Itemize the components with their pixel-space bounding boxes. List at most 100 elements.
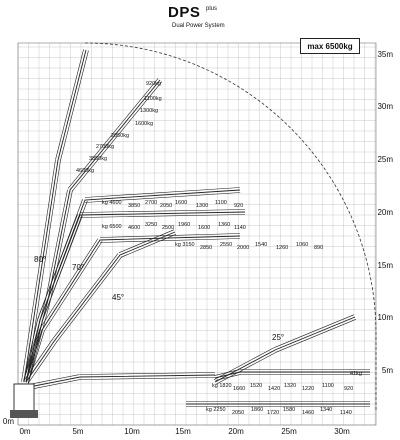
boom-edge <box>37 214 78 320</box>
load-label: 1300 <box>196 203 208 209</box>
load-label: 1420 <box>268 386 280 392</box>
load-label: 1600 <box>198 225 210 231</box>
boom-edge <box>71 81 163 192</box>
max-load-box: max 6500kg <box>300 38 360 54</box>
boom-edge <box>84 187 240 198</box>
load-label: 2050 <box>160 203 172 209</box>
boom-line <box>25 235 241 383</box>
load-label: 2700kg <box>96 144 114 150</box>
x-tick-label: 10m <box>124 427 140 436</box>
angle-label: 25° <box>272 333 284 342</box>
boom-edge <box>213 347 274 381</box>
y-tick-label: 10m <box>377 313 393 322</box>
boom-line <box>23 49 87 383</box>
y-tick-label: 25m <box>377 155 393 164</box>
boom-edge <box>60 50 89 161</box>
boom-edge <box>120 234 177 258</box>
reach-envelope <box>84 42 377 410</box>
load-label: 1520 <box>250 383 262 389</box>
load-label: 3850kg <box>89 156 107 162</box>
boom-edge <box>43 241 103 332</box>
boom-edge <box>27 341 58 384</box>
x-tick-label: 0m <box>19 427 30 436</box>
boom-edge <box>26 160 61 383</box>
load-label: 1860 <box>251 407 263 413</box>
boom-edge <box>79 209 245 213</box>
y-tick-label: 20m <box>377 208 393 217</box>
load-label: 1720 <box>267 410 279 416</box>
load-label: 1320 <box>284 383 296 389</box>
load-label: 890 <box>314 245 323 251</box>
boom-edge <box>42 215 83 321</box>
load-label: 3850 <box>128 203 140 209</box>
load-label: 1060 <box>296 242 308 248</box>
crane-column <box>13 383 35 415</box>
load-label: 41kg <box>350 371 362 377</box>
load-label: 1600 <box>175 200 187 206</box>
load-label: kg 1820 <box>212 383 232 389</box>
load-label: 3250 <box>145 222 157 228</box>
load-label: 1100 <box>322 383 334 389</box>
grid <box>17 42 377 426</box>
brand-name: DPS <box>168 4 201 21</box>
boom-edge <box>21 159 56 382</box>
boom-edge <box>80 214 246 218</box>
boom-edge <box>55 49 84 160</box>
y-tick-label: 30m <box>377 102 393 111</box>
load-label: kg 2250 <box>206 407 226 413</box>
load-label: 920kg <box>146 81 161 87</box>
boom-line <box>23 374 216 389</box>
boom-edge <box>100 238 241 243</box>
x-tick-label: 15m <box>175 427 191 436</box>
boom-edge <box>273 314 355 348</box>
load-label: 1540 <box>255 242 267 248</box>
boom-edge <box>80 377 216 380</box>
load-label: 1100kg <box>144 96 162 102</box>
load-label: 2700 <box>145 200 157 206</box>
x-tick-label: 5m <box>72 427 83 436</box>
x-tick-label: 30m <box>334 427 350 436</box>
load-label: 1460 <box>302 410 314 416</box>
load-label: 2050 <box>232 410 244 416</box>
boom-edge <box>23 299 46 382</box>
boom-line <box>214 316 356 383</box>
x-tick-label: 20m <box>228 427 244 436</box>
load-label: 1340 <box>320 407 332 413</box>
load-label: 1580 <box>283 407 295 413</box>
angle-label: 70° <box>72 263 84 272</box>
boom-edge <box>39 238 99 329</box>
boom-edge <box>28 300 51 383</box>
load-label: 2550 <box>220 242 232 248</box>
load-label: 1660 <box>233 386 245 392</box>
boom-edge <box>45 189 68 300</box>
brand-tagline: Dual Power System <box>172 23 225 29</box>
boom-edge <box>79 372 215 375</box>
load-label: 1100 <box>215 200 227 206</box>
load-label: 920 <box>234 203 243 209</box>
grid-frame <box>17 42 377 426</box>
boom-edge <box>56 256 123 342</box>
load-label: 1960 <box>178 222 190 228</box>
boom-line <box>25 231 176 383</box>
load-label: 920 <box>344 386 353 392</box>
boom-edge <box>52 253 119 339</box>
angle-label: 80° <box>34 255 46 264</box>
load-label: 4600 <box>128 225 140 231</box>
boom-positions <box>21 49 370 407</box>
boom-edge <box>67 78 159 189</box>
boom-line <box>25 79 161 383</box>
load-label: 1220 <box>302 386 314 392</box>
brand-superscript: plus <box>206 6 218 12</box>
load-label: kg 3150 <box>175 242 195 248</box>
load-labels: 920kg1100kg1300kg1600kg2050kg2700kg3850k… <box>76 81 362 416</box>
angle-label: 45° <box>112 293 124 302</box>
crane-foot <box>10 410 38 418</box>
boom-edge <box>216 351 277 385</box>
load-label: kg 6500 <box>102 224 122 230</box>
load-label: 2050kg <box>111 133 129 139</box>
load-label: 1140 <box>234 225 246 231</box>
boom-edge <box>99 233 240 238</box>
y-tick-label: 15m <box>377 261 393 270</box>
